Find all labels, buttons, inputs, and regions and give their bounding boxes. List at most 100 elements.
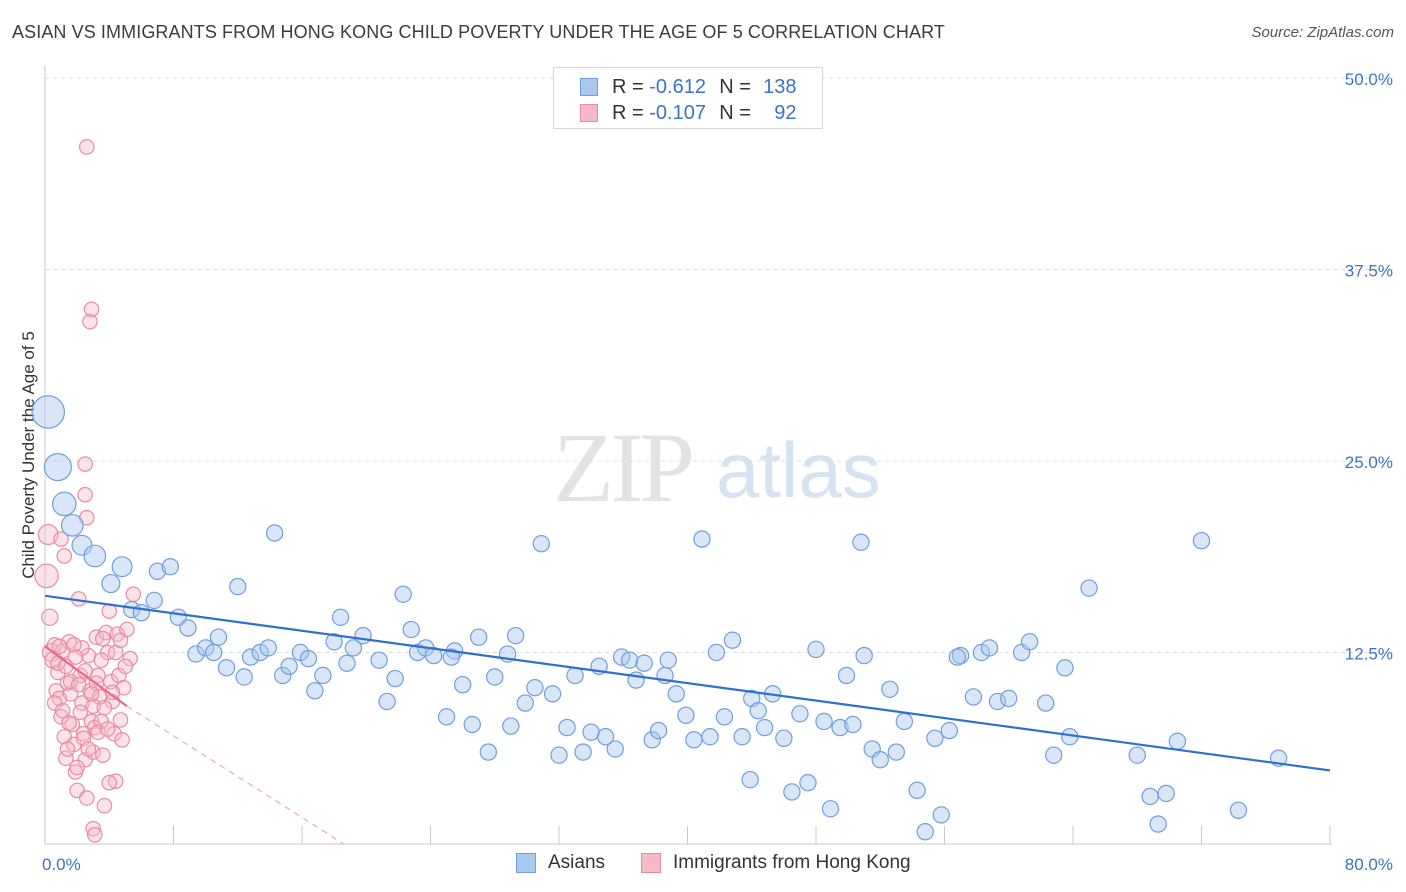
legend-n-value: 92 — [774, 101, 797, 124]
asians-point — [574, 743, 592, 761]
hongkong-point — [117, 658, 134, 675]
bottom-legend-hongkong: Immigrants from Hong Kong — [641, 852, 911, 874]
asians-point — [972, 643, 991, 662]
hongkong-point — [93, 652, 110, 668]
asians-point — [425, 646, 443, 665]
asians-point — [325, 633, 343, 651]
asians-point — [701, 728, 719, 746]
asians-point — [132, 603, 151, 622]
hongkong-point — [95, 630, 111, 647]
asians-point — [1128, 746, 1146, 764]
asians-point — [1020, 633, 1039, 651]
asians-point — [791, 705, 809, 723]
hongkong-point — [96, 699, 113, 716]
hongkong-point — [99, 721, 116, 737]
legend-n-label: N = — [719, 75, 751, 98]
asians-point — [733, 728, 751, 746]
asians-point — [331, 608, 350, 626]
asians-point — [707, 643, 726, 662]
hongkong-point — [59, 741, 76, 757]
hongkong-point — [104, 684, 121, 701]
asians-point — [187, 645, 205, 663]
asians-point — [51, 491, 77, 517]
asians-point — [821, 800, 840, 818]
legend-swatch-hongkong — [580, 104, 598, 122]
asians-point — [31, 395, 66, 429]
hongkong-point — [101, 774, 118, 791]
watermark-zip: ZIP — [553, 412, 695, 523]
hongkong-point — [56, 548, 73, 564]
asians-point — [1056, 659, 1074, 677]
asians-point — [235, 668, 253, 686]
asians-point — [649, 721, 668, 740]
hongkong-point — [53, 531, 69, 547]
asians-point — [940, 721, 959, 740]
asians-point — [980, 639, 999, 657]
asians-point — [148, 562, 167, 581]
asians-point — [437, 708, 456, 726]
asians-point — [606, 740, 624, 758]
hongkong-point — [80, 741, 97, 757]
asians-point — [101, 573, 121, 594]
chart-title: ASIAN VS IMMIGRANTS FROM HONG KONG CHILD… — [12, 22, 945, 42]
asians-point — [274, 666, 292, 685]
hongkong-point — [88, 629, 105, 645]
asians-point — [964, 688, 983, 706]
asians-point — [550, 746, 568, 764]
hongkong-point — [122, 650, 138, 667]
y-tick-label: 25.0% — [1345, 453, 1393, 472]
asians-point — [338, 654, 356, 672]
asians-point — [667, 685, 685, 703]
asians-point — [502, 717, 520, 735]
hongkong-point — [125, 586, 142, 603]
asians-point — [895, 712, 914, 731]
asians-point — [948, 648, 967, 666]
asians-point — [1157, 784, 1175, 803]
asians-point — [543, 685, 562, 703]
asians-point — [259, 639, 277, 657]
asians-point — [837, 666, 856, 685]
asians-point — [204, 643, 223, 662]
asians-point — [463, 715, 481, 734]
asians-point — [1000, 689, 1018, 708]
hongkong-point — [78, 790, 95, 806]
y-tick-label: 50.0% — [1345, 70, 1393, 89]
x-tick-label-max: 80.0% — [1345, 855, 1393, 874]
asians-point — [855, 646, 873, 665]
legend-n-label: N = — [719, 101, 751, 124]
hongkong-point — [41, 608, 59, 626]
x-tick-label-min: 0.0% — [42, 855, 81, 874]
legend-n-value: 138 — [763, 75, 797, 98]
hongkong-point — [62, 673, 79, 690]
asians-point — [1045, 746, 1063, 764]
asians-point — [852, 533, 870, 551]
asians-point — [442, 648, 461, 666]
asians-point — [749, 702, 767, 720]
hongkong-point — [61, 715, 77, 731]
y-tick-label: 12.5% — [1345, 645, 1393, 664]
asians-point — [723, 631, 742, 649]
hongkong-point — [77, 486, 93, 503]
bottom-legend-label-asians: Asians — [548, 852, 606, 873]
legend-r-value: -0.107 — [649, 101, 706, 124]
legend-swatch-asians — [580, 78, 598, 96]
asians-point — [526, 679, 544, 697]
hongkong-trendline-extension — [126, 705, 345, 845]
hongkong-point — [34, 563, 59, 589]
stats-legend: R = -0.612 N = 138 R = -0.107 N = 92 — [553, 67, 823, 129]
hongkong-point — [112, 632, 129, 649]
asians-point — [799, 774, 817, 792]
asians-point — [486, 668, 504, 686]
asians-point — [506, 626, 525, 645]
asians-point — [908, 781, 926, 800]
asians-point — [453, 675, 472, 694]
asians-point — [693, 530, 711, 548]
hongkong-point — [77, 456, 93, 472]
asians-point — [479, 743, 498, 761]
asians-point — [370, 651, 388, 669]
asians-point — [209, 628, 228, 646]
asians-point — [831, 718, 849, 737]
asians-point — [1080, 579, 1098, 597]
asians-point — [229, 577, 247, 596]
